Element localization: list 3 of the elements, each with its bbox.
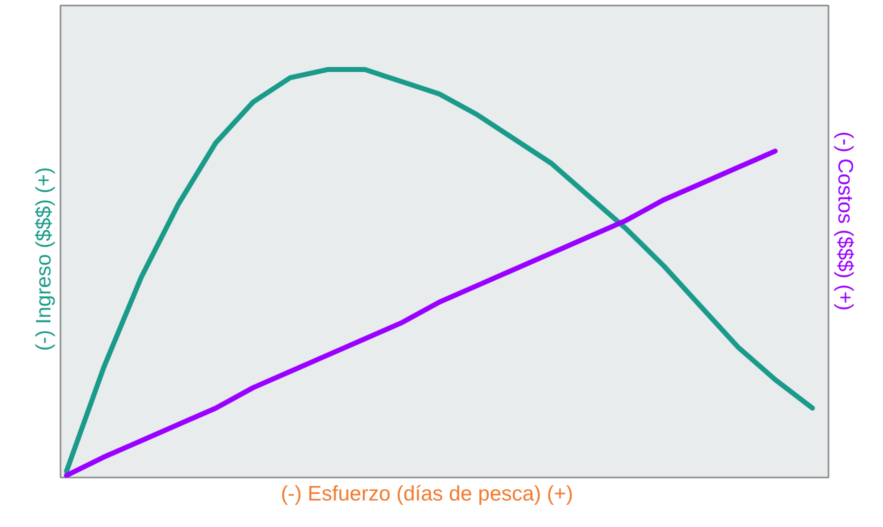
y-axis-title: (-) Ingreso ($$$) (+) [32,167,56,351]
y2-axis-title: (-) Costos ($$$) (+) [834,132,856,311]
x-axis-title: (-) Esfuerzo (días de pesca) (+) [280,482,574,506]
